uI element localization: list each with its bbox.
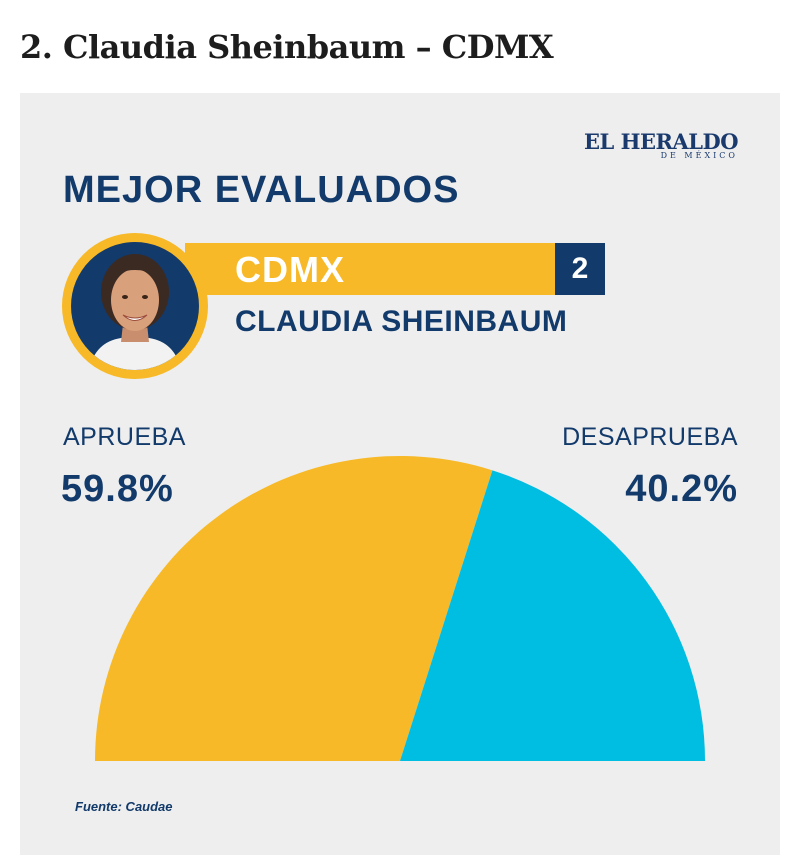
person-portrait-icon	[71, 242, 199, 370]
semicircle-chart	[95, 456, 705, 761]
brand-logo-main: EL HERALDO	[584, 129, 738, 154]
slice-desaprueba	[400, 470, 705, 761]
slice-aprueba	[95, 456, 493, 761]
disapprove-value: 40.2%	[625, 468, 738, 510]
card-title: MEJOR EVALUADOS	[63, 169, 460, 211]
brand-logo-sub: DE MÉXICO	[660, 151, 738, 160]
source-note: Fuente: Caudae	[75, 799, 173, 814]
region-label: CDMX	[235, 249, 345, 290]
rank-badge: 2	[555, 243, 605, 295]
infographic-card: EL HERALDO DE MÉXICO MEJOR EVALUADOS CDM…	[20, 93, 780, 855]
avatar-ring	[62, 233, 208, 379]
article-heading: 2. Claudia Sheinbaum – CDMX	[20, 28, 554, 66]
brand-logo: EL HERALDO DE MÉXICO	[584, 131, 738, 160]
region-ribbon	[185, 243, 555, 295]
approve-value: 59.8%	[61, 468, 174, 510]
disapprove-label: DESAPRUEBA	[562, 423, 738, 451]
person-name: CLAUDIA SHEINBAUM	[235, 305, 568, 338]
approve-label: APRUEBA	[63, 423, 186, 451]
